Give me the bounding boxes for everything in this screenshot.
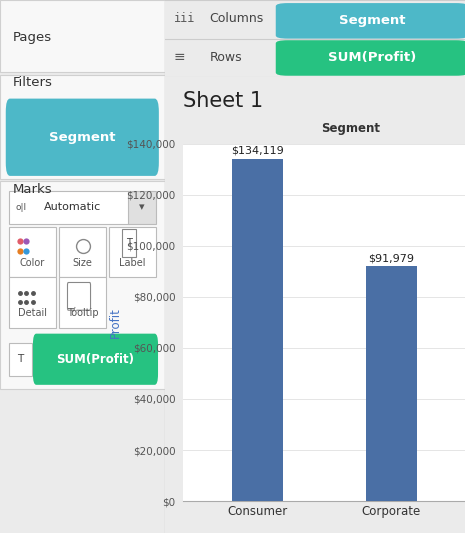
Text: $91,979: $91,979: [368, 253, 414, 263]
Text: Automatic: Automatic: [44, 203, 101, 212]
Text: Tooltip: Tooltip: [67, 309, 99, 318]
Text: Segment: Segment: [321, 123, 380, 135]
Text: T: T: [126, 238, 132, 248]
FancyBboxPatch shape: [67, 282, 91, 310]
Text: SUM(Profit): SUM(Profit): [328, 52, 416, 64]
Text: SUM(Profit): SUM(Profit): [56, 353, 134, 366]
Text: Rows: Rows: [210, 51, 242, 63]
Text: o|l: o|l: [16, 203, 27, 212]
Bar: [232, 159, 283, 501]
Text: $134,119: $134,119: [231, 146, 283, 156]
FancyBboxPatch shape: [0, 0, 165, 72]
Text: Detail: Detail: [18, 309, 47, 318]
FancyBboxPatch shape: [59, 227, 106, 277]
FancyBboxPatch shape: [122, 229, 136, 257]
Text: ≡: ≡: [173, 50, 185, 64]
FancyBboxPatch shape: [276, 40, 465, 76]
Text: Filters: Filters: [13, 76, 53, 89]
FancyBboxPatch shape: [276, 3, 465, 39]
FancyBboxPatch shape: [9, 191, 129, 224]
Text: Size: Size: [73, 258, 93, 268]
FancyBboxPatch shape: [0, 181, 165, 389]
FancyBboxPatch shape: [9, 277, 56, 328]
Text: Segment: Segment: [339, 14, 405, 27]
FancyBboxPatch shape: [33, 334, 158, 385]
Bar: [365, 266, 417, 501]
FancyBboxPatch shape: [6, 99, 159, 176]
Text: Columns: Columns: [210, 12, 264, 25]
FancyBboxPatch shape: [0, 75, 165, 179]
Text: Segment: Segment: [49, 131, 116, 144]
Text: ▾: ▾: [139, 203, 144, 212]
FancyBboxPatch shape: [109, 227, 156, 277]
FancyBboxPatch shape: [9, 343, 32, 376]
Text: iii: iii: [173, 12, 195, 25]
FancyBboxPatch shape: [127, 191, 156, 224]
FancyBboxPatch shape: [59, 277, 106, 328]
Text: Color: Color: [20, 258, 45, 268]
Text: Sheet 1: Sheet 1: [183, 91, 263, 111]
Text: Label: Label: [119, 258, 146, 268]
Text: T: T: [18, 354, 24, 364]
Text: Pages: Pages: [13, 31, 52, 44]
Text: Marks: Marks: [13, 183, 53, 196]
Y-axis label: Profit: Profit: [109, 307, 122, 338]
FancyBboxPatch shape: [9, 227, 56, 277]
